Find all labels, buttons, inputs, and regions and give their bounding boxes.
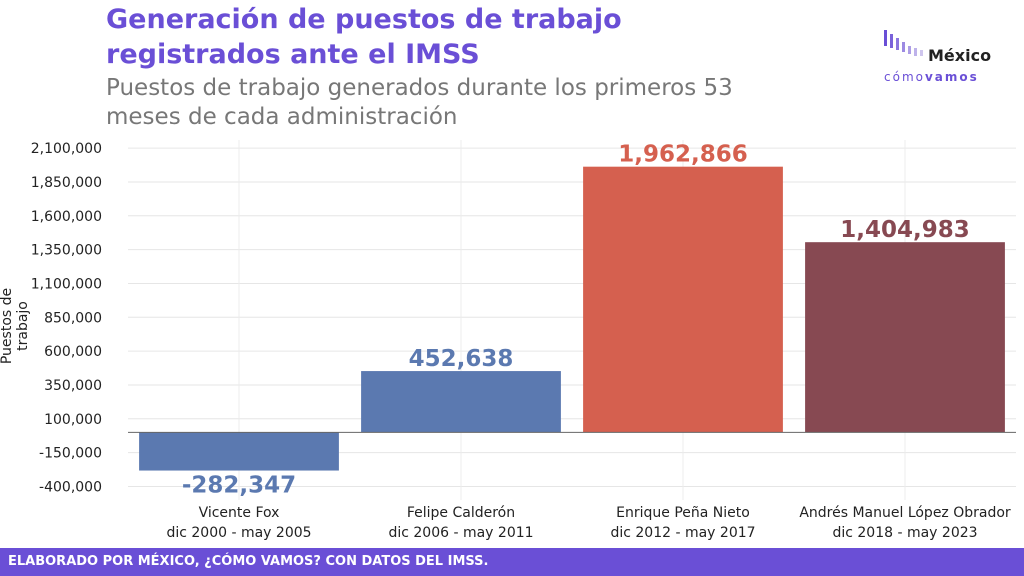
logo-sub-light: cómo	[884, 70, 925, 84]
y-tick-label: 850,000	[44, 310, 102, 326]
y-tick-label: 100,000	[44, 412, 102, 428]
y-tick-label: -400,000	[39, 479, 102, 495]
x-tick-label: dic 2006 - may 2011	[388, 525, 533, 541]
chart-subtitle: Puestos de trabajo generados durante los…	[106, 75, 733, 130]
logo-sub-bold: vamos	[924, 70, 979, 84]
y-tick-label: 1,350,000	[31, 243, 102, 259]
y-tick-label: -150,000	[39, 446, 102, 462]
y-tick-label: 350,000	[44, 378, 102, 394]
y-tick-label: 1,850,000	[31, 175, 102, 191]
x-tick-label: dic 2012 - may 2017	[610, 525, 755, 541]
x-tick-label: dic 2000 - may 2005	[166, 525, 311, 541]
x-tick-label: Vicente Fox	[199, 505, 280, 521]
y-tick-label: 1,100,000	[31, 276, 102, 292]
x-tick-label: Felipe Calderón	[407, 505, 515, 521]
x-tick-label: dic 2018 - may 2023	[832, 525, 977, 541]
mexico-como-vamos-logo: México cómovamos	[880, 28, 1010, 88]
data-label: 452,638	[409, 346, 514, 372]
y-tick-label: 1,600,000	[31, 209, 102, 225]
x-tick-label: Andrés Manuel López Obrador	[799, 505, 1011, 521]
bar-chart: -400,000 -150,000 100,000 350,000 600,000 850…	[31, 140, 1016, 541]
chart-title: Generación de puestos de trabajo registr…	[106, 4, 622, 70]
bar	[139, 432, 339, 471]
bars-logo-icon	[884, 30, 923, 56]
data-label: -282,347	[182, 473, 296, 499]
data-label: 1,962,866	[618, 142, 748, 168]
bar	[583, 166, 783, 433]
logo-word: México	[928, 46, 992, 65]
footer-credit: ELABORADO POR MÉXICO, ¿CÓMO VAMOS? CON D…	[0, 548, 1024, 576]
data-label: 1,404,983	[840, 217, 970, 243]
logo-subtitle: cómovamos	[884, 70, 979, 84]
bar	[361, 371, 561, 433]
bar	[805, 242, 1005, 433]
y-tick-label: 2,100,000	[31, 141, 102, 157]
x-tick-label: Enrique Peña Nieto	[616, 505, 750, 521]
y-tick-label: 600,000	[44, 344, 102, 360]
